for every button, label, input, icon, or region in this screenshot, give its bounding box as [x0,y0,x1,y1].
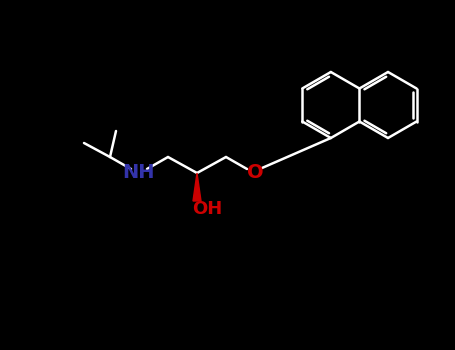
Polygon shape [193,173,201,201]
Text: O: O [247,163,263,182]
Text: NH: NH [123,163,155,182]
Text: OH: OH [192,200,222,218]
